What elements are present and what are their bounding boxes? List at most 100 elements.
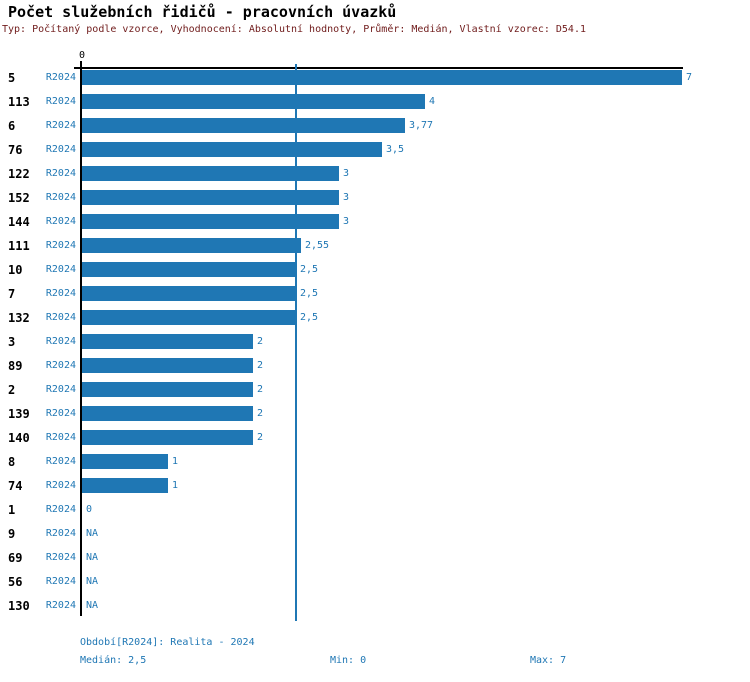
bar-row: 56 R2024 NA <box>0 570 750 594</box>
bar <box>82 214 339 229</box>
bar-value-label: 2 <box>257 336 264 347</box>
row-id-label: 8 <box>8 455 16 469</box>
row-period-label: R2024 <box>45 552 76 563</box>
bar-row: 2 R2024 2 <box>0 378 750 402</box>
bar-value-label: 2 <box>257 408 264 419</box>
bar-value-label: 3 <box>343 216 350 227</box>
bar-value-label: 2,5 <box>300 264 319 275</box>
row-id-label: 10 <box>8 263 23 277</box>
bar <box>82 118 405 133</box>
row-id-label: 89 <box>8 359 23 373</box>
row-period-label: R2024 <box>45 72 76 83</box>
bar-value-label: 2 <box>257 432 264 443</box>
row-period-label: R2024 <box>45 504 76 515</box>
bar-value-label: 2,5 <box>300 312 319 323</box>
chart-title: Počet služebních řidičů - pracovních úva… <box>8 3 397 21</box>
row-period-label: R2024 <box>45 408 76 419</box>
bar-value-label: 2 <box>257 384 264 395</box>
row-id-label: 139 <box>8 407 30 421</box>
bar-value-label: 3,77 <box>409 120 434 131</box>
bar-value-label: 4 <box>429 96 436 107</box>
bar-row: 9 R2024 NA <box>0 522 750 546</box>
row-period-label: R2024 <box>45 168 76 179</box>
bar-value-label: NA <box>86 528 99 539</box>
footer-max-label: Max: 7 <box>530 655 567 666</box>
bar-row: 10 R2024 2,5 <box>0 258 750 282</box>
row-period-label: R2024 <box>45 576 76 587</box>
bar <box>82 478 168 493</box>
x-axis-tick <box>80 61 82 68</box>
row-period-label: R2024 <box>45 336 76 347</box>
row-id-label: 132 <box>8 311 30 325</box>
row-period-label: R2024 <box>45 432 76 443</box>
bar-row: 3 R2024 2 <box>0 330 750 354</box>
row-id-label: 152 <box>8 191 30 205</box>
row-id-label: 144 <box>8 215 30 229</box>
row-period-label: R2024 <box>45 216 76 227</box>
row-id-label: 69 <box>8 551 23 565</box>
footer-period-label: Období[R2024]: Realita - 2024 <box>80 637 255 648</box>
bar-value-label: 3 <box>343 192 350 203</box>
bar-value-label: NA <box>86 576 99 587</box>
row-period-label: R2024 <box>45 264 76 275</box>
footer-median-label: Medián: 2,5 <box>80 655 147 666</box>
bar <box>82 190 339 205</box>
x-axis-line <box>74 67 683 69</box>
bar-row: 132 R2024 2,5 <box>0 306 750 330</box>
bar-row: 6 R2024 3,77 <box>0 114 750 138</box>
row-period-label: R2024 <box>45 384 76 395</box>
row-id-label: 3 <box>8 335 16 349</box>
row-period-label: R2024 <box>45 480 76 491</box>
row-id-label: 1 <box>8 503 16 517</box>
bar-value-label: NA <box>86 552 99 563</box>
bar-row: 130 R2024 NA <box>0 594 750 618</box>
row-period-label: R2024 <box>45 456 76 467</box>
row-id-label: 56 <box>8 575 23 589</box>
bar <box>82 358 253 373</box>
bar <box>82 70 682 85</box>
bar <box>82 262 296 277</box>
chart-subtitle: Typ: Počítaný podle vzorce, Vyhodnocení:… <box>2 24 586 35</box>
row-period-label: R2024 <box>45 360 76 371</box>
bar <box>82 166 339 181</box>
bar-value-label: 2 <box>257 360 264 371</box>
bar <box>82 334 253 349</box>
bar-value-label: 2,5 <box>300 288 319 299</box>
row-id-label: 5 <box>8 71 16 85</box>
x-axis-zero-label: 0 <box>78 50 86 61</box>
median-line <box>295 64 297 621</box>
bar <box>82 454 168 469</box>
bar-row: 144 R2024 3 <box>0 210 750 234</box>
bar <box>82 286 296 301</box>
bar-value-label: 0 <box>86 504 93 515</box>
bar-value-label: 3,5 <box>386 144 405 155</box>
row-id-label: 113 <box>8 95 30 109</box>
row-id-label: 6 <box>8 119 16 133</box>
footer-min-label: Min: 0 <box>330 655 367 666</box>
row-id-label: 9 <box>8 527 16 541</box>
bar-value-label: 7 <box>686 72 693 83</box>
bar-row: 69 R2024 NA <box>0 546 750 570</box>
bar-row: 89 R2024 2 <box>0 354 750 378</box>
bar-row: 76 R2024 3,5 <box>0 138 750 162</box>
bar-row: 5 R2024 7 <box>0 66 750 90</box>
row-period-label: R2024 <box>45 312 76 323</box>
bar-value-label: 1 <box>172 456 179 467</box>
bar <box>82 238 301 253</box>
row-id-label: 130 <box>8 599 30 613</box>
bar-row: 113 R2024 4 <box>0 90 750 114</box>
row-id-label: 7 <box>8 287 16 301</box>
bar-row: 1 R2024 0 <box>0 498 750 522</box>
y-axis-line <box>80 67 82 616</box>
bar-row: 152 R2024 3 <box>0 186 750 210</box>
row-id-label: 140 <box>8 431 30 445</box>
row-id-label: 2 <box>8 383 16 397</box>
bar-row: 74 R2024 1 <box>0 474 750 498</box>
bar-row: 122 R2024 3 <box>0 162 750 186</box>
row-period-label: R2024 <box>45 192 76 203</box>
bar-row: 111 R2024 2,55 <box>0 234 750 258</box>
row-period-label: R2024 <box>45 528 76 539</box>
bar-row: 7 R2024 2,5 <box>0 282 750 306</box>
bar <box>82 406 253 421</box>
